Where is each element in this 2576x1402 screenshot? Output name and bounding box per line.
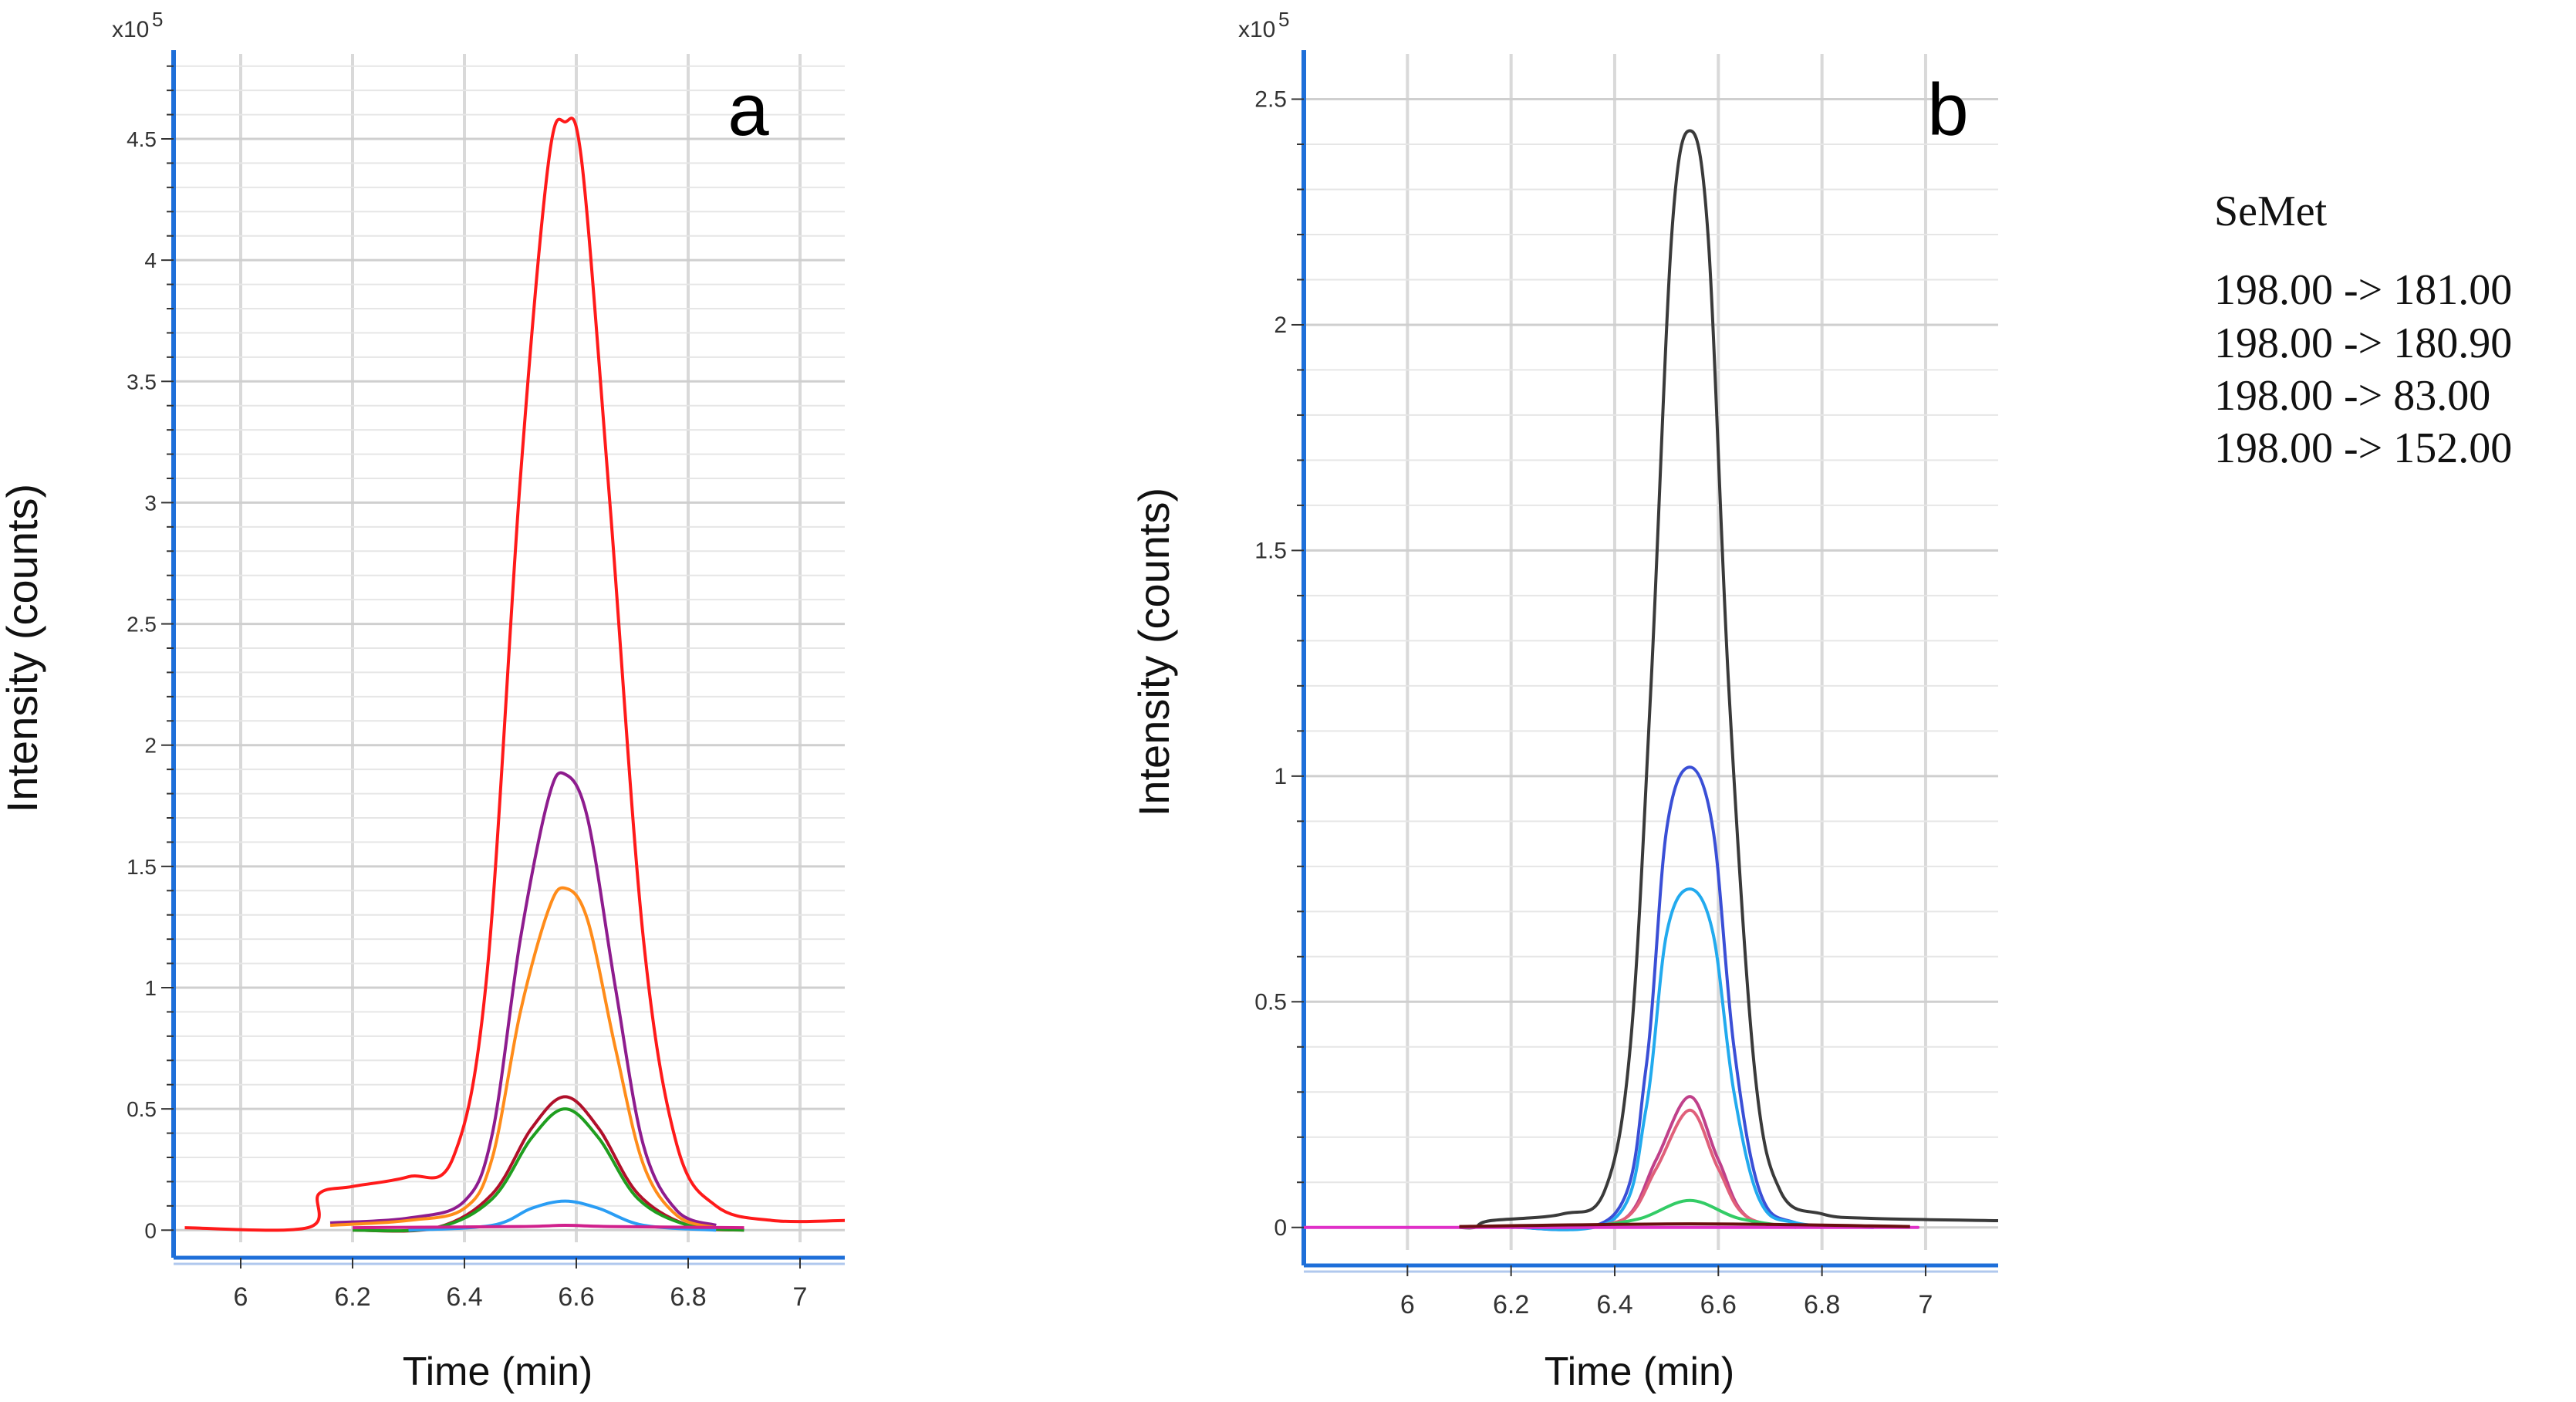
series-line-orange — [329, 886, 717, 1230]
panel-label: a — [728, 69, 769, 151]
x-tick-label: 6 — [1400, 1290, 1415, 1319]
series-line-dark-baseline — [1459, 1222, 1910, 1228]
y-tick-label: 1 — [144, 976, 157, 1000]
x-tick-label: 6.8 — [1804, 1290, 1840, 1319]
x-axis-title: Time (min) — [403, 1350, 593, 1394]
y-exponent-label: 5 — [152, 8, 163, 31]
series-line-pink — [1562, 1095, 1822, 1229]
legend: SeMet 198.00 -> 181.00 198.00 -> 180.90 … — [2214, 185, 2512, 475]
series-line-rose — [1562, 1108, 1822, 1229]
y-tick-label: 1.5 — [127, 855, 157, 879]
legend-title: SeMet — [2214, 187, 2328, 235]
x-tick-label: 7 — [1919, 1290, 1933, 1319]
series-group — [184, 117, 845, 1233]
y-tick-label: 3 — [144, 491, 157, 515]
x-tick-label: 6 — [234, 1282, 248, 1312]
y-tick-label: 0.5 — [1254, 989, 1287, 1015]
x-tick-label: 6.4 — [1596, 1290, 1632, 1319]
x-tick-label: 6.6 — [1700, 1290, 1737, 1319]
x-tick-label: 6.8 — [670, 1282, 706, 1312]
y-tick-label: 0 — [144, 1218, 157, 1242]
y-multiplier-label: x10 — [112, 17, 149, 42]
y-axis-title: Intensity (counts) — [1129, 488, 1178, 816]
y-tick-label: 3.5 — [127, 370, 157, 394]
y-tick-label: 2.5 — [127, 613, 157, 637]
legend-item-4: 198.00 -> 152.00 — [2214, 424, 2513, 473]
grid — [174, 54, 845, 1242]
series-line-cyan — [1511, 887, 1874, 1231]
y-tick-label: 0 — [1274, 1215, 1287, 1241]
series-line-blue — [1511, 765, 1874, 1231]
y-tick-label: 4 — [144, 248, 157, 272]
y-tick-label: 0.5 — [127, 1097, 157, 1121]
legend-item-3: 198.00 -> 83.00 — [2214, 371, 2491, 420]
series-line-magenta — [352, 1224, 744, 1230]
y-tick-label: 2.5 — [1254, 86, 1287, 112]
y-tick-label: 1.5 — [1254, 538, 1287, 563]
y-axis-title: Intensity (counts) — [0, 484, 46, 812]
y-tick-label: 4.5 — [127, 127, 157, 151]
panel-label: b — [1927, 69, 1968, 151]
chart-panel-b: 0 0.5 1 1.5 2 2.5 6 6.2 6.4 6.6 6.8 7 x10 5 Intensity … — [1129, 8, 1998, 1394]
y-multiplier-label: x10 — [1238, 17, 1275, 42]
y-tick-label: 1 — [1274, 764, 1287, 789]
y-tick-label: 2 — [144, 734, 157, 758]
series-line-red — [184, 117, 845, 1232]
series-group — [1304, 129, 1998, 1231]
chart-panel-a: 0 0.5 1 1.5 2 2.5 3 3.5 4 4.5 6 6.2 6.4 6.6 6.8 7 x10 5 In… — [0, 8, 845, 1394]
y-tick-label: 2 — [1274, 312, 1287, 338]
x-tick-label: 6.2 — [334, 1282, 370, 1312]
x-tick-label: 6.6 — [558, 1282, 594, 1312]
series-line-purple — [329, 771, 717, 1227]
x-tick-label: 7 — [793, 1282, 808, 1312]
legend-item-1: 198.00 -> 181.00 — [2214, 266, 2513, 315]
x-axis-title: Time (min) — [1545, 1350, 1735, 1394]
series-line-gray — [1459, 129, 1998, 1230]
x-tick-label: 6.2 — [1493, 1290, 1529, 1319]
legend-item-2: 198.00 -> 180.90 — [2214, 319, 2513, 367]
series-line-green — [1588, 1198, 1797, 1229]
x-tick-label: 6.4 — [446, 1282, 482, 1312]
y-exponent-label: 5 — [1278, 8, 1289, 31]
